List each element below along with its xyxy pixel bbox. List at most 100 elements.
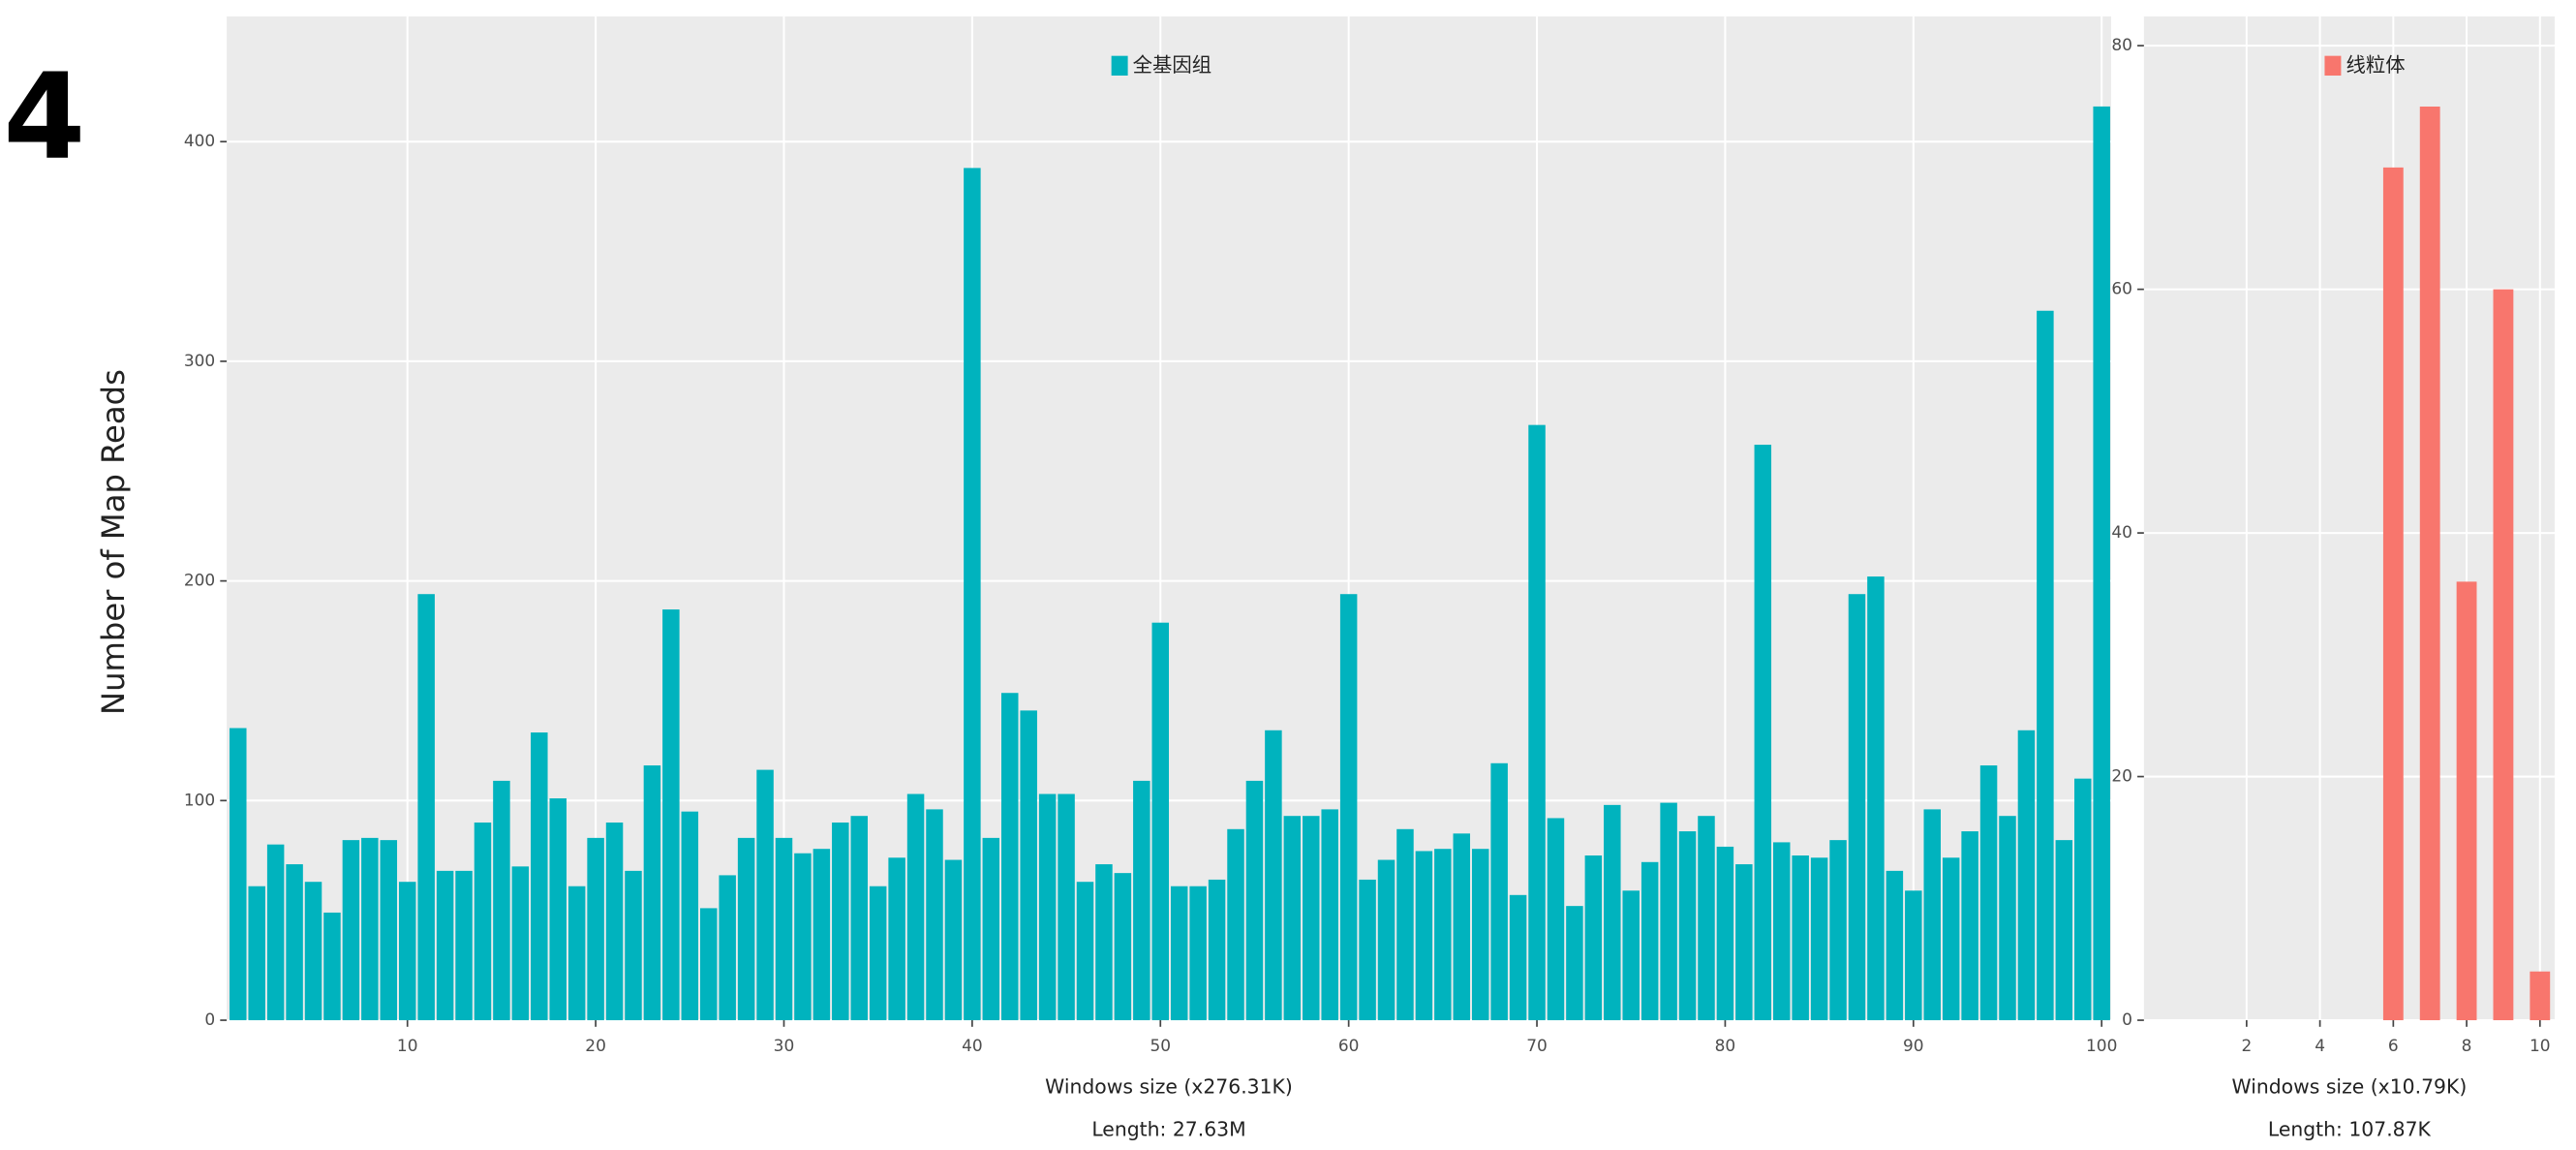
bar [1660,802,1677,1021]
bar [1810,857,1828,1021]
bar [869,886,887,1021]
bar [1227,828,1244,1021]
y-tick-label: 60 [2111,279,2132,298]
bar [1641,861,1659,1021]
bar [2074,778,2092,1021]
bar [2419,107,2440,1021]
bar [230,728,247,1021]
bar [2530,971,2551,1021]
x-tick-label: 20 [585,1036,606,1055]
plot-background [2143,16,2555,1021]
bar [1453,833,1471,1021]
bar [1303,816,1320,1021]
bar [850,816,868,1021]
bar [1490,762,1508,1021]
bar [1509,894,1527,1021]
bar [1189,886,1207,1021]
bar [1848,594,1866,1021]
bar [832,822,849,1021]
y-tick-label: 100 [184,790,215,809]
bar [643,765,661,1021]
bar [455,870,473,1021]
bar [2382,167,2404,1021]
x-tick-label: 80 [1715,1036,1736,1055]
bar [2493,289,2514,1021]
bar [1698,816,1715,1021]
bar [1170,886,1188,1021]
bar [1020,710,1037,1021]
bar [1038,793,1057,1021]
bar [1471,849,1489,1021]
bar [511,866,530,1021]
bar [1434,849,1452,1021]
x-tick-label: 4 [2315,1036,2325,1055]
bar [549,798,567,1021]
bar [2093,106,2110,1021]
x-tick-label: 8 [2462,1036,2472,1055]
bar [1245,780,1264,1021]
bar [417,594,435,1021]
bar [587,837,604,1021]
bar [719,875,736,1021]
y-tick-label: 400 [184,131,215,150]
bar [266,844,285,1021]
bar [1283,816,1302,1021]
bar [625,870,642,1021]
bar [1905,890,1922,1021]
bar [304,882,322,1021]
bar [775,837,793,1021]
x-tick-label: 40 [962,1036,983,1055]
bar [944,859,963,1021]
bar [1999,816,2016,1021]
bar [1923,809,1941,1021]
bar [906,793,925,1021]
bar [662,609,680,1021]
bar [605,822,624,1021]
bar [1151,622,1170,1021]
x-axis-label: Windows size (x276.31K) [1045,1075,1293,1099]
bar [1886,870,1904,1021]
bar [1961,831,1978,1021]
bar [681,811,699,1021]
bar [1528,424,1546,1021]
legend-label: 全基因组 [1133,53,1211,77]
bar [1076,882,1094,1021]
bar [1208,879,1226,1021]
bar [567,886,586,1021]
panel-label: 4 [3,48,85,186]
legend-swatch [2324,55,2342,77]
bar [2017,730,2036,1021]
bar [1979,765,1998,1021]
x-tick-label: 10 [397,1036,418,1055]
x-tick-label: 2 [2241,1036,2252,1055]
bar [1942,857,1960,1021]
bar [361,837,379,1021]
y-tick-label: 0 [204,1010,215,1029]
bar [531,732,548,1021]
x-tick-label: 10 [2530,1036,2551,1055]
x-axis-label: Windows size (x10.79K) [2232,1075,2468,1099]
legend-label: 线粒体 [2346,53,2405,77]
bar [1566,906,1583,1021]
bar [1678,831,1697,1021]
bar [1604,804,1621,1021]
bar [2055,840,2073,1021]
bar [323,912,341,1021]
bar [1321,809,1338,1021]
bar [1584,855,1603,1021]
bar [286,864,303,1021]
x-tick-label: 50 [1150,1036,1171,1055]
legend-swatch [1111,55,1128,77]
bar [1415,851,1433,1021]
bar [1265,730,1282,1021]
bar [1754,445,1772,1021]
bar [813,849,831,1021]
bar [737,837,755,1021]
bar [2037,310,2054,1021]
bar [926,809,943,1021]
bar [964,168,981,1021]
bar [342,840,360,1021]
x-axis-sublabel: Length: 107.87K [2268,1118,2432,1141]
x-tick-label: 6 [2388,1036,2399,1055]
